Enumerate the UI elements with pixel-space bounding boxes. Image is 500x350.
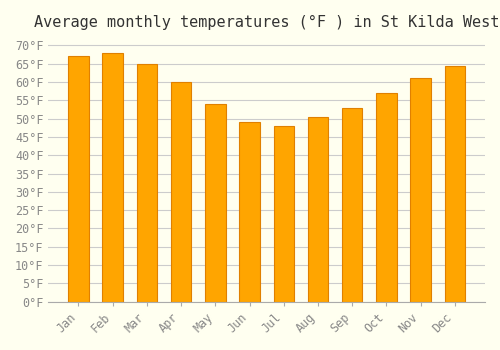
Bar (102, 53, 123, 302)
Bar (444, 65, 465, 302)
Bar (240, 122, 260, 302)
Bar (376, 93, 396, 302)
Bar (136, 64, 157, 302)
Bar (171, 82, 192, 302)
Bar (274, 126, 294, 302)
Bar (308, 117, 328, 302)
Bar (342, 108, 362, 302)
Bar (205, 104, 226, 302)
Title: Average monthly temperatures (°F ) in St Kilda West: Average monthly temperatures (°F ) in St… (34, 15, 500, 30)
Bar (410, 78, 431, 302)
Bar (68, 56, 88, 302)
